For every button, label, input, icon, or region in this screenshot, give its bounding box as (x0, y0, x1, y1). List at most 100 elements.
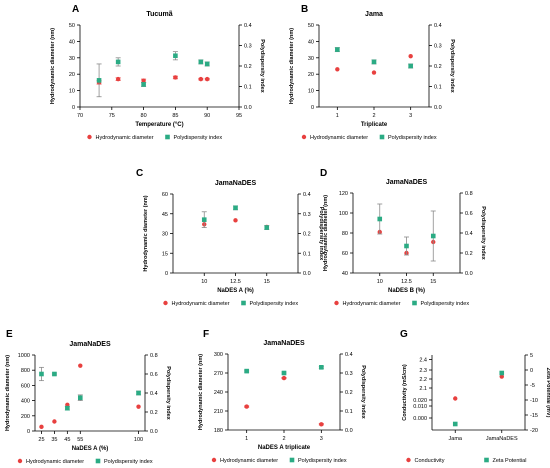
y2-tick-label: 0.0 (303, 271, 311, 277)
y-tick-label: 600 (21, 383, 30, 389)
panel-letter: D (320, 168, 327, 179)
y2-tick-label: 0.3 (244, 44, 252, 50)
legend-marker-circle (301, 134, 307, 140)
panel-letter: A (72, 4, 79, 15)
y-tick-label: 0.000 (413, 416, 427, 422)
y2-tick-label: -10 (530, 398, 538, 404)
x-tick-label: 80 (141, 113, 147, 119)
y-tick-label: 20 (308, 72, 314, 78)
legend-marker-circle (163, 300, 168, 306)
panel-title: JamaNaDES (263, 340, 305, 347)
point-hydrodynamic-diameter (136, 404, 141, 409)
point-hydrodynamic-diameter (65, 402, 70, 407)
legend-marker-square (165, 134, 170, 140)
y2-tick-label: 0.1 (434, 85, 442, 91)
point-polydispersity-index (244, 368, 249, 374)
point-zeta-potential (499, 370, 505, 376)
panel-letter: F (203, 329, 209, 340)
y-axis-label: Hydrodynamic diameter (nm) (289, 28, 295, 104)
y2-tick-label: 0.0 (150, 429, 158, 435)
x-tick-label: Jama (449, 436, 463, 442)
point-hydrodynamic-diameter (173, 75, 178, 80)
y-tick-label: 10 (308, 89, 314, 95)
point-hydrodynamic-diameter (408, 53, 413, 59)
legend-label: Polydispersity index (421, 301, 470, 307)
x-tick-label: 55 (77, 437, 83, 443)
y-tick-label: 1000 (18, 353, 30, 359)
point-hydrodynamic-diameter (141, 78, 146, 83)
y-tick-label: 80 (342, 231, 348, 237)
x-tick-label: 3 (320, 436, 323, 442)
point-polydispersity-index (335, 47, 340, 52)
y2-tick-label: -15 (530, 413, 538, 419)
y2-tick-label: 0.2 (434, 64, 442, 70)
y-axis-label: Hydrodynamic diameter (nm) (50, 28, 56, 104)
y-tick-label: 800 (21, 368, 30, 374)
x-tick-label: 85 (172, 113, 178, 119)
x-tick-label: 10 (201, 279, 207, 285)
point-polydispersity-index (201, 217, 207, 222)
y-axis-label: Hydrodynamic diameter (nm) (198, 354, 204, 430)
y2-tick-label: 0.2 (150, 410, 158, 416)
y2-axis-label: Polydispersity index (318, 207, 324, 261)
x-tick-label: 15 (264, 279, 270, 285)
point-polydispersity-index (430, 233, 436, 239)
point-polydispersity-index (377, 216, 383, 222)
y2-tick-label: 0.4 (465, 231, 473, 237)
y-tick-label: 0 (165, 271, 168, 277)
point-polydispersity-index (173, 53, 178, 59)
y2-tick-label: 0.3 (345, 371, 353, 377)
y-tick-label: 30 (308, 56, 314, 62)
y-tick-label: 2.2 (419, 377, 427, 383)
y2-axis-label: Polydispersity index (259, 39, 265, 93)
point-polydispersity-index (141, 82, 146, 87)
legend-label: Polydispersity index (250, 301, 299, 307)
legend-marker-square (241, 300, 246, 306)
x-tick-label: 2 (282, 436, 285, 442)
panel-C: C JamaNaDES 10 12.5 15 NaDES A (%) 0 15 30 45 60 0.… (136, 168, 324, 307)
y-tick-label: 60 (342, 251, 348, 257)
y-tick-label: 300 (214, 352, 223, 358)
y-tick-label: 100 (339, 211, 348, 217)
point-conductivity (453, 396, 458, 401)
legend-label: Polydispersity index (388, 135, 437, 141)
x-tick-label: 3 (409, 113, 412, 119)
point-polydispersity-index (39, 371, 44, 377)
panel-title: Jama (365, 11, 383, 18)
x-axis-label: NaDES B (%) (388, 288, 425, 294)
y-tick-label: 120 (339, 191, 348, 197)
x-axis-label: Triplicate (361, 122, 388, 128)
legend-label: Polydispersity index (174, 135, 223, 141)
x-axis-label: NaDES A (%) (72, 446, 109, 452)
point-polydispersity-index (408, 63, 413, 69)
y2-axis-label: Polydispersity index (480, 206, 486, 260)
y2-tick-label: 0.3 (303, 212, 311, 218)
y2-tick-label: 0.6 (465, 211, 473, 217)
panel-title: JamaNaDES (69, 341, 111, 348)
panel-D: D JamaNaDES 10 12.5 15 NaDES B (%) 40 60 80 100 12… (320, 168, 486, 307)
y-tick-label: 2.4 (419, 358, 427, 364)
y-tick-label: 40 (69, 39, 75, 45)
y2-tick-label: 0.3 (434, 44, 442, 50)
x-tick-label: 70 (77, 113, 83, 119)
y-tick-label: 50 (308, 23, 314, 29)
y2-tick-label: 0 (530, 368, 533, 374)
y-axis-label: Conductivity (mS/cm) (402, 364, 408, 421)
y2-tick-label: 0.4 (150, 391, 158, 397)
point-conductivity (499, 374, 504, 379)
x-tick-label: 90 (204, 113, 210, 119)
y2-tick-label: 5 (530, 353, 533, 359)
panel-title: JamaNaDES (386, 179, 428, 186)
y2-tick-label: -20 (530, 428, 538, 434)
y2-tick-label: 0.6 (150, 372, 158, 378)
panel-title: JamaNaDES (215, 180, 257, 187)
point-polydispersity-index (264, 225, 270, 230)
panel-letter: G (400, 329, 408, 340)
legend-label: Hydrodynamic diameter (343, 301, 401, 307)
y-tick-label: 0.020 (413, 398, 427, 404)
y-tick-label: 45 (162, 212, 168, 218)
y-axis-label: Hydrodynamic diameter (nm) (143, 195, 149, 271)
y-tick-label: 180 (214, 428, 223, 434)
panel-title: Tucumã (146, 11, 172, 18)
